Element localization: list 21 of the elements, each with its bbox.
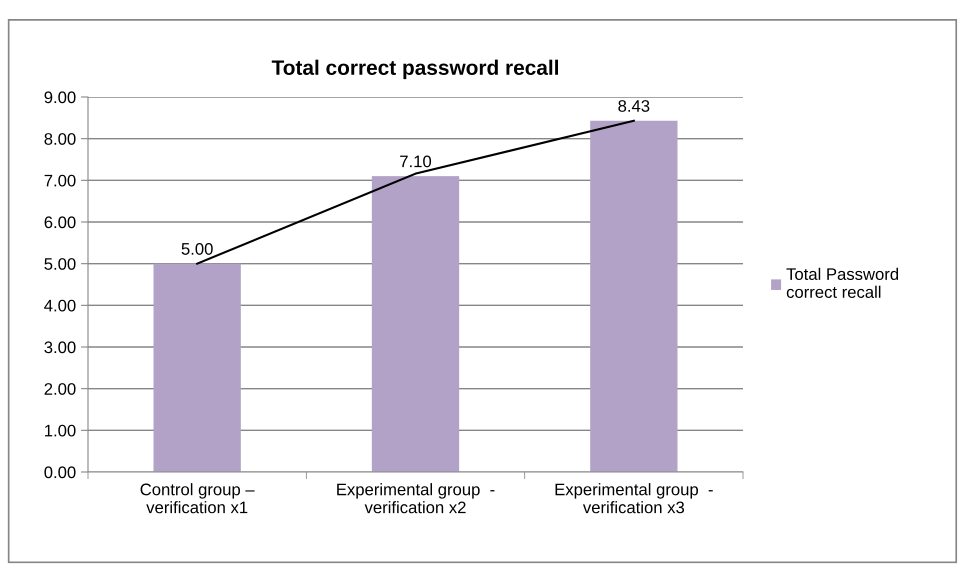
y-tick-label: 5.00 [44,258,76,270]
y-tick-label: 4.00 [44,300,76,312]
legend-label: Total Password correct recall [786,268,898,298]
y-tick-label: 0.00 [44,466,76,478]
x-tick-label: Control group – verification x1 [140,483,255,514]
y-tick-label: 8.00 [44,133,76,145]
y-tick-label: 1.00 [45,424,76,437]
bar [154,264,241,472]
x-tick-label: Experimental group - verification x3 [556,483,713,514]
chart-title: Total correct password recall [272,60,558,80]
bar [590,120,678,472]
data-label: 8.43 [618,100,650,112]
y-tick-label: 3.00 [44,341,76,354]
x-tick-label: Experimental group - verification x2 [337,483,494,514]
data-label: 7.10 [400,156,432,168]
data-label: 5.00 [182,243,213,255]
y-tick-label: 6.00 [44,216,76,228]
y-tick-label: 7.00 [44,174,76,187]
bar [372,176,460,472]
y-tick-label: 9.00 [44,91,76,104]
y-tick-label: 2.00 [44,383,76,395]
